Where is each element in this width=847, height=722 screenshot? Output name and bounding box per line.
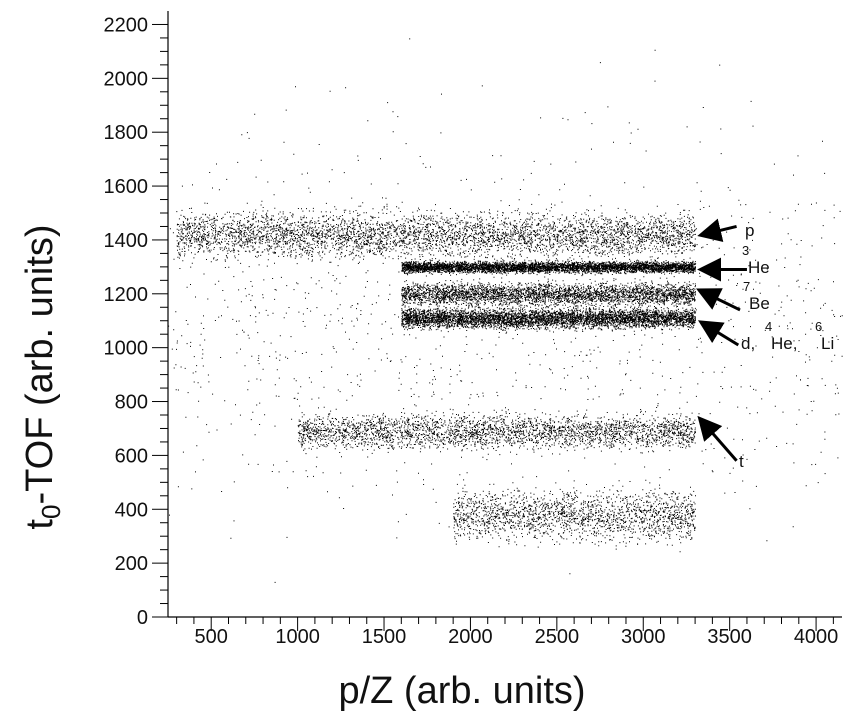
annotations: p 3He 7Be d, 4He, 6Li t	[695, 218, 834, 471]
y-tick-label: 1400	[104, 230, 149, 252]
y-axis-label: t0-TOF (arb. units)	[19, 224, 66, 529]
y-tick-label: 1600	[104, 176, 149, 198]
x-tick-label: 500	[195, 626, 228, 648]
scatter-points	[168, 38, 843, 583]
annotation-label: d,	[741, 334, 755, 353]
annotation-label: He,	[771, 334, 797, 353]
x-tick-label: 2000	[448, 626, 493, 648]
y-tick-label: 1800	[104, 122, 149, 144]
y-tick-label: 2200	[104, 14, 149, 36]
x-axis-label: p/Z (arb. units)	[338, 670, 585, 712]
y-tick-label: 1000	[104, 338, 149, 360]
scatter-point-cloud	[168, 38, 843, 583]
annotation-arrow	[697, 320, 740, 347]
y-tick-label: 800	[115, 392, 148, 414]
x-tick-label: 1000	[275, 626, 320, 648]
annotation-label: Li	[821, 334, 834, 353]
annotation-arrow	[697, 218, 737, 242]
annotation-superscript: 3	[742, 243, 749, 258]
y-tick-label: 1200	[104, 284, 149, 306]
annotation-label: Be	[749, 294, 770, 313]
x-tick-label: 3500	[707, 626, 752, 648]
annotation-superscript: 6	[815, 319, 822, 334]
x-axis-ticks: 500 1000 1500 2000 2500 3000 3500 4000	[176, 617, 839, 648]
y-tick-label: 0	[137, 607, 148, 629]
annotation-arrow	[695, 288, 741, 312]
y-tick-label: 600	[115, 445, 148, 467]
annotation-label: t	[739, 452, 744, 471]
annotation-label: He	[748, 258, 770, 277]
x-tick-label: 1500	[362, 626, 407, 648]
y-tick-label: 2000	[104, 68, 149, 90]
y-tick-label: 200	[115, 553, 148, 575]
annotation-label: p	[745, 221, 754, 240]
x-tick-label: 2500	[535, 626, 580, 648]
y-axis-label-subscript: 0	[36, 505, 66, 519]
annotation-superscript: 4	[765, 319, 772, 334]
y-axis-label-main: t	[19, 519, 61, 530]
y-tick-label: 400	[115, 499, 148, 521]
y-axis-ticks: 0 200 400 600 800 1000 1200 1400 1600 1800 2000 220…	[104, 14, 168, 629]
annotation-superscript: 7	[743, 279, 750, 294]
annotation-arrow	[697, 415, 738, 462]
x-tick-label: 3000	[621, 626, 666, 648]
x-tick-label: 4000	[794, 626, 839, 648]
y-axis-label-rest: -TOF (arb. units)	[19, 224, 61, 504]
